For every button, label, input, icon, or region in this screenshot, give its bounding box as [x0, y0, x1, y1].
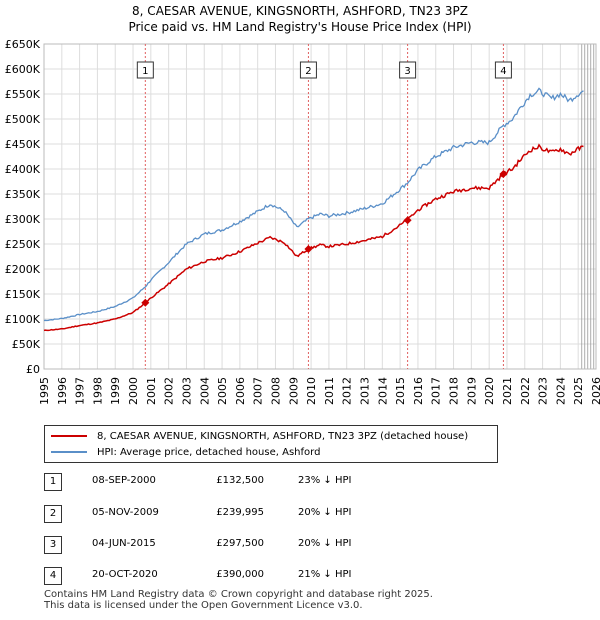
sale-number-badge: 3	[44, 536, 62, 554]
sale-price: £239,995	[216, 507, 264, 518]
x-tick-label: 2024	[554, 377, 567, 405]
x-tick-label: 2011	[323, 377, 336, 405]
x-tick-label: 1995	[38, 377, 51, 405]
y-tick-label: £400K	[5, 163, 41, 176]
x-tick-label: 2016	[412, 377, 425, 405]
legend-label-hpi: HPI: Average price, detached house, Ashf…	[97, 446, 321, 458]
sale-label-number: 3	[404, 66, 410, 77]
sale-label-number: 4	[500, 66, 506, 77]
x-tick-label: 2012	[341, 377, 354, 405]
sale-date: 05-NOV-2009	[92, 507, 159, 518]
x-tick-label: 2014	[376, 377, 389, 405]
y-tick-label: £650K	[5, 38, 41, 51]
sale-label-box	[299, 61, 317, 79]
y-tick-label: £150K	[5, 288, 41, 301]
y-tick-label: £300K	[5, 213, 41, 226]
legend-swatch-property	[51, 435, 87, 437]
chart-title-line2: Price paid vs. HM Land Registry's House …	[128, 20, 472, 34]
sale-point	[141, 298, 150, 307]
sale-hpi-diff: 20% ↓ HPI	[298, 507, 352, 518]
sale-point	[304, 245, 313, 254]
x-tick-label: 1999	[109, 377, 122, 405]
sale-date: 08-SEP-2000	[92, 475, 156, 486]
sale-row: 1 08-SEP-2000 £132,500 23% ↓ HPI	[44, 473, 464, 491]
x-tick-label: 2010	[305, 377, 318, 405]
x-tick-label: 2023	[537, 377, 550, 405]
sale-date: 04-JUN-2015	[92, 538, 156, 549]
legend-swatch-hpi	[51, 451, 87, 453]
x-tick-label: 2020	[483, 377, 496, 405]
sale-price: £297,500	[216, 538, 264, 549]
x-tick-label: 1997	[74, 377, 87, 405]
y-tick-label: £0	[26, 363, 40, 376]
sale-number-badge: 4	[44, 567, 62, 585]
legend-item-hpi: HPI: Average price, detached house, Ashf…	[51, 445, 320, 459]
x-tick-label: 2006	[234, 377, 247, 405]
x-tick-label: 2019	[465, 377, 478, 405]
x-tick-label: 2015	[394, 377, 407, 405]
y-tick-label: £450K	[5, 138, 41, 151]
sale-number-badge: 2	[44, 505, 62, 523]
y-tick-label: £600K	[5, 63, 41, 76]
x-tick-label: 2009	[287, 377, 300, 405]
sale-label-number: 1	[142, 66, 148, 77]
x-tick-label: 2003	[180, 377, 193, 405]
sale-date: 20-OCT-2020	[92, 569, 158, 580]
x-tick-label: 2026	[590, 377, 600, 405]
legend-label-property: 8, CAESAR AVENUE, KINGSNORTH, ASHFORD, T…	[97, 430, 469, 442]
x-tick-label: 2018	[448, 377, 461, 405]
series-line-property	[43, 143, 584, 332]
sale-row: 4 20-OCT-2020 £390,000 21% ↓ HPI	[44, 567, 464, 585]
sale-label-number: 2	[305, 66, 311, 77]
sale-hpi-diff: 21% ↓ HPI	[298, 569, 352, 580]
sale-number-badge: 1	[44, 473, 62, 491]
y-tick-label: £550K	[5, 88, 41, 101]
x-tick-label: 2002	[163, 377, 176, 405]
sale-hpi-diff: 20% ↓ HPI	[298, 538, 352, 549]
x-tick-label: 2013	[359, 377, 372, 405]
forecast-hatch	[581, 44, 595, 369]
x-tick-label: 2000	[127, 377, 140, 405]
chart-title-line1: 8, CAESAR AVENUE, KINGSNORTH, ASHFORD, T…	[132, 4, 468, 18]
y-tick-label: £350K	[5, 188, 41, 201]
x-tick-label: 2007	[252, 377, 265, 405]
legend-item-property: 8, CAESAR AVENUE, KINGSNORTH, ASHFORD, T…	[51, 429, 468, 443]
sale-label-box	[494, 61, 512, 79]
x-tick-label: 2008	[269, 377, 282, 405]
plot-area	[44, 44, 596, 369]
y-tick-label: £100K	[5, 313, 41, 326]
footer-licence: This data is licensed under the Open Gov…	[44, 600, 363, 611]
x-tick-label: 1998	[91, 377, 104, 405]
x-tick-label: 2025	[572, 377, 585, 405]
sale-label-box	[136, 61, 154, 79]
x-tick-label: 2004	[198, 377, 211, 405]
x-tick-label: 1996	[56, 377, 69, 405]
x-tick-label: 2005	[216, 377, 229, 405]
chart-legend: 8, CAESAR AVENUE, KINGSNORTH, ASHFORD, T…	[44, 425, 498, 463]
y-tick-label: £200K	[5, 263, 41, 276]
sale-price: £390,000	[216, 569, 264, 580]
x-tick-label: 2021	[501, 377, 514, 405]
footer-attribution: Contains HM Land Registry data © Crown c…	[44, 589, 433, 611]
x-tick-label: 2017	[430, 377, 443, 405]
sale-row: 2 05-NOV-2009 £239,995 20% ↓ HPI	[44, 505, 464, 523]
y-tick-label: £250K	[5, 238, 41, 251]
sale-label-box	[399, 61, 417, 79]
sale-price: £132,500	[216, 475, 264, 486]
y-tick-label: £50K	[12, 338, 41, 351]
sale-hpi-diff: 23% ↓ HPI	[298, 475, 352, 486]
series-line-hpi	[43, 87, 584, 322]
sale-point	[499, 170, 508, 178]
x-tick-label: 2001	[145, 377, 158, 405]
x-tick-label: 2022	[519, 377, 532, 405]
sale-point	[403, 216, 412, 225]
plot-border	[43, 43, 597, 370]
price-chart: £0 £50K £100K £150K £200K £250K £300K £350K £400…	[5, 38, 600, 405]
sale-row: 3 04-JUN-2015 £297,500 20% ↓ HPI	[44, 536, 464, 554]
y-tick-label: £500K	[5, 113, 41, 126]
footer-copyright: Contains HM Land Registry data © Crown c…	[44, 589, 433, 600]
